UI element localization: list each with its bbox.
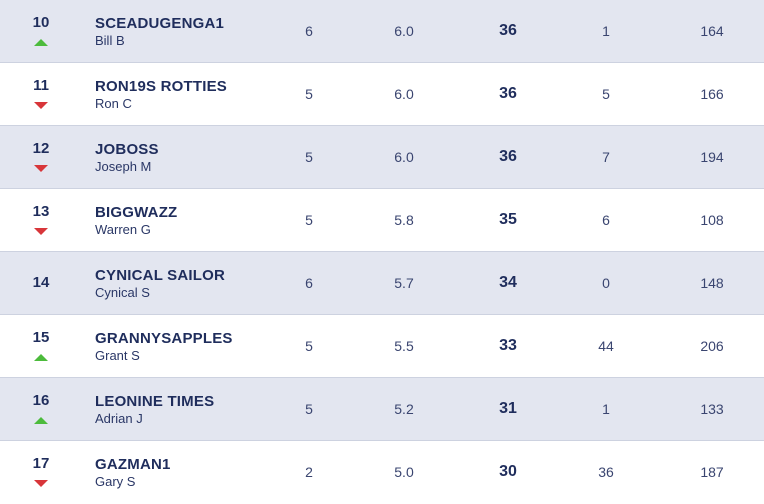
stat-col-1: 5 [305, 149, 313, 165]
team-name-link[interactable]: LEONINE TIMES [95, 393, 215, 410]
manager-name: Cynical S [95, 285, 150, 300]
rank: 12 [32, 140, 50, 157]
stat-col-4: 6 [602, 212, 610, 228]
stat-col-1: 5 [305, 86, 313, 102]
points: 36 [499, 85, 517, 102]
stat-col-5: 148 [700, 275, 724, 291]
manager-name: Joseph M [95, 159, 152, 174]
manager-name: Warren G [95, 222, 151, 237]
table-row[interactable]: 14 CYNICAL SAILOR Cynical S 6 5.7 34 0 1… [0, 252, 764, 315]
table-row[interactable]: 12 JOBOSS Joseph M 5 6.0 36 7 194 [0, 126, 764, 189]
rank: 16 [32, 392, 50, 409]
stat-col-4: 5 [602, 86, 610, 102]
stat-col-5: 108 [700, 212, 724, 228]
manager-name: Bill B [95, 33, 125, 48]
manager-name: Adrian J [95, 411, 143, 426]
rank: 11 [33, 77, 49, 94]
team-name-link[interactable]: CYNICAL SAILOR [95, 267, 226, 284]
team-name-link[interactable]: SCEADUGENGA1 [95, 15, 225, 32]
points: 30 [499, 463, 517, 480]
stat-col-4: 1 [602, 401, 610, 417]
stat-col-1: 5 [305, 212, 313, 228]
stat-col-4: 0 [602, 275, 610, 291]
points: 34 [499, 274, 517, 291]
stat-col-2: 6.0 [394, 23, 414, 39]
table-row[interactable]: 13 BIGGWAZZ Warren G 5 5.8 35 6 108 [0, 189, 764, 252]
points: 33 [499, 337, 517, 354]
rank: 13 [32, 203, 50, 220]
stat-col-5: 194 [700, 149, 724, 165]
rank-down-icon [34, 228, 48, 235]
table-row[interactable]: 10 SCEADUGENGA1 Bill B 6 6.0 36 1 164 [0, 0, 764, 63]
table-row[interactable]: 15 GRANNYSAPPLES Grant S 5 5.5 33 44 206 [0, 315, 764, 378]
stat-col-1: 5 [305, 338, 313, 354]
stat-col-5: 133 [700, 401, 724, 417]
stat-col-4: 36 [598, 464, 614, 480]
stat-col-5: 164 [700, 23, 724, 39]
points: 36 [499, 22, 517, 39]
stat-col-2: 6.0 [394, 149, 414, 165]
table-row[interactable]: 11 RON19S ROTTIES Ron C 5 6.0 36 5 166 [0, 63, 764, 126]
stat-col-1: 2 [305, 464, 313, 480]
rank: 17 [32, 455, 50, 472]
stat-col-4: 1 [602, 23, 610, 39]
manager-name: Ron C [95, 96, 132, 111]
stat-col-2: 5.5 [394, 338, 414, 354]
stat-col-5: 187 [700, 464, 724, 480]
stat-col-2: 5.7 [394, 275, 414, 291]
stat-col-5: 166 [700, 86, 724, 102]
table-row[interactable]: 16 LEONINE TIMES Adrian J 5 5.2 31 1 133 [0, 378, 764, 441]
stat-col-2: 6.0 [394, 86, 414, 102]
stat-col-2: 5.8 [394, 212, 414, 228]
points: 36 [499, 148, 517, 165]
points: 35 [499, 211, 517, 228]
rank-up-icon [34, 354, 48, 361]
stat-col-1: 5 [305, 401, 313, 417]
stat-col-2: 5.0 [394, 464, 414, 480]
rank-up-icon [34, 417, 48, 424]
rank: 15 [32, 329, 50, 346]
table-row[interactable]: 17 GAZMAN1 Gary S 2 5.0 30 36 187 [0, 441, 764, 504]
rank: 14 [32, 274, 50, 291]
points: 31 [499, 400, 517, 417]
manager-name: Grant S [95, 348, 140, 363]
rank-up-icon [34, 39, 48, 46]
stat-col-4: 44 [598, 338, 614, 354]
stat-col-1: 6 [305, 23, 313, 39]
team-name-link[interactable]: RON19S ROTTIES [95, 78, 227, 95]
team-name-link[interactable]: JOBOSS [95, 141, 159, 158]
stat-col-5: 206 [700, 338, 724, 354]
stat-col-2: 5.2 [394, 401, 414, 417]
rank-down-icon [34, 480, 48, 487]
rank-down-icon [34, 165, 48, 172]
team-name-link[interactable]: GAZMAN1 [95, 456, 171, 473]
rank-down-icon [34, 102, 48, 109]
rank: 10 [32, 14, 50, 31]
manager-name: Gary S [95, 474, 136, 489]
team-name-link[interactable]: BIGGWAZZ [95, 204, 178, 221]
stat-col-1: 6 [305, 275, 313, 291]
stat-col-4: 7 [602, 149, 610, 165]
team-name-link[interactable]: GRANNYSAPPLES [95, 330, 233, 347]
